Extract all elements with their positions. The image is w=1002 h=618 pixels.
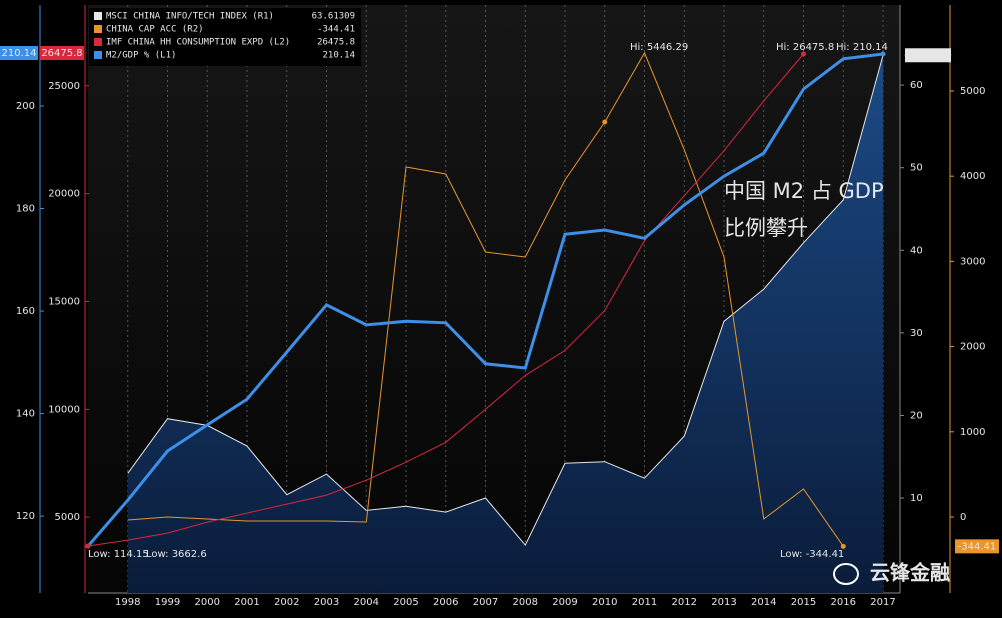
y-tick-label: 15000	[48, 296, 80, 307]
annotation: Low: -344.41	[780, 549, 844, 560]
y-tick-label: 1000	[960, 427, 985, 438]
legend-swatch	[94, 38, 102, 46]
x-tick-label: 2011	[632, 597, 657, 608]
y-tick-label: 4000	[960, 171, 985, 182]
watermark-icon	[833, 563, 859, 585]
y-tick-label: 0	[960, 512, 966, 523]
axis-badge-label: 63.61309	[904, 50, 952, 61]
y-tick-label: 5000	[55, 512, 80, 523]
y-tick-label: 160	[16, 306, 35, 317]
legend-value: -344.41	[317, 25, 355, 35]
annotation: Hi: 210.14	[836, 42, 888, 53]
y-tick-label: 10	[910, 493, 923, 504]
y-tick-label: 3000	[960, 256, 985, 267]
axis-badge	[955, 539, 999, 554]
axis-badge-label: 210.14	[2, 48, 37, 59]
x-tick-label: 2017	[870, 597, 895, 608]
legend-value: 210.14	[322, 51, 355, 61]
annotation: Hi: 26475.8	[776, 42, 834, 53]
x-tick-label: 2006	[433, 597, 458, 608]
x-tick-label: 2014	[751, 597, 776, 608]
line	[86, 52, 884, 548]
area	[127, 55, 883, 594]
legend-label: CHINA CAP ACC (R2)	[106, 25, 204, 35]
y-tick-label: 30	[910, 328, 923, 339]
watermark: 云锋金融	[870, 561, 950, 585]
x-tick-label: 2015	[791, 597, 816, 608]
y-tick-label: 10000	[48, 404, 80, 415]
x-tick-label: 2016	[831, 597, 856, 608]
y-tick-label: 50	[910, 163, 923, 174]
annotation: Low: 3662.6	[146, 549, 207, 560]
legend-swatch	[94, 25, 102, 33]
axis-badge-label: -344.41	[958, 541, 997, 552]
y-tick-label: 40	[910, 245, 923, 256]
line	[87, 53, 804, 547]
hi-low-dot	[602, 119, 608, 125]
overlay-text: 比例攀升	[724, 216, 808, 240]
line	[127, 55, 884, 547]
y-tick-label: 20000	[48, 189, 80, 200]
axis-badge	[40, 46, 84, 60]
legend-swatch	[94, 12, 102, 20]
legend-label: IMF CHINA HH CONSUMPTION EXPD (L2)	[106, 38, 290, 48]
y-tick-label: 120	[16, 511, 35, 522]
x-tick-label: 2013	[711, 597, 736, 608]
legend-box	[89, 8, 361, 66]
x-tick-label: 2012	[672, 597, 697, 608]
y-tick-label: 60	[910, 80, 923, 91]
axis-badge	[0, 46, 38, 60]
x-tick-label: 2009	[552, 597, 577, 608]
x-tick-label: 2005	[393, 597, 418, 608]
x-tick-label: 2004	[354, 597, 379, 608]
legend-swatch	[94, 51, 102, 59]
x-tick-label: 2002	[274, 597, 299, 608]
line	[127, 51, 844, 547]
y-tick-label: 20	[910, 410, 923, 421]
hi-low-dot	[880, 51, 886, 57]
annotation: Hi: 5446.29	[630, 42, 688, 53]
x-tick-label: 2000	[195, 597, 220, 608]
x-tick-label: 2001	[234, 597, 259, 608]
legend-value: 63.61309	[312, 12, 355, 22]
hi-low-dot	[85, 543, 91, 549]
axis-badge	[905, 48, 951, 63]
y-tick-label: 25000	[48, 81, 80, 92]
overlay-text: 中国 M2 占 GDP	[724, 179, 884, 203]
x-tick-label: 1998	[115, 597, 140, 608]
y-tick-label: 5000	[960, 86, 985, 97]
legend-label: M2/GDP % (L1)	[106, 51, 176, 61]
x-tick-label: 2003	[314, 597, 339, 608]
annotation: Low: 114.15	[88, 549, 149, 560]
y-tick-label: 200	[16, 101, 35, 112]
y-tick-label: 180	[16, 204, 35, 215]
x-tick-label: 2008	[513, 597, 538, 608]
axis-badge-label: 26475.8	[41, 48, 82, 59]
hi-low-dot	[840, 543, 846, 549]
x-tick-label: 2007	[473, 597, 498, 608]
legend-value: 26475.8	[317, 38, 355, 48]
x-tick-label: 2010	[592, 597, 617, 608]
hi-low-dot	[801, 51, 806, 57]
y-tick-label: 140	[16, 409, 35, 420]
legend-label: MSCI CHINA INFO/TECH INDEX (R1)	[106, 12, 274, 22]
x-tick-label: 1999	[155, 597, 180, 608]
y-tick-label: 2000	[960, 342, 985, 353]
